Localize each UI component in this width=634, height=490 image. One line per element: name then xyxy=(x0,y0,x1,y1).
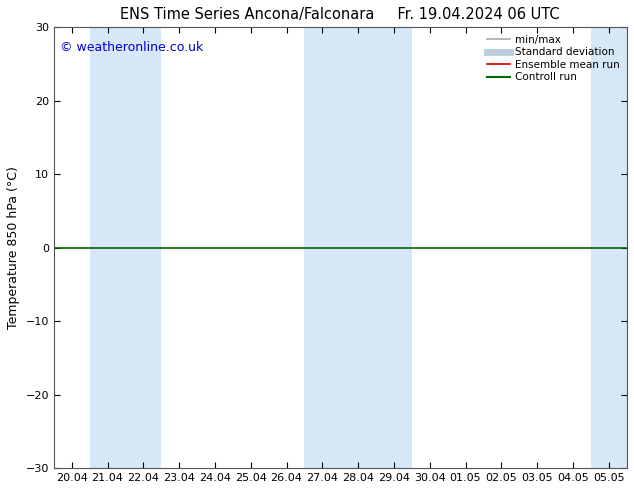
Bar xyxy=(89,27,126,468)
Bar xyxy=(126,27,161,468)
Title: ENS Time Series Ancona/Falconara     Fr. 19.04.2024 06 UTC: ENS Time Series Ancona/Falconara Fr. 19.… xyxy=(120,7,560,22)
Legend: min/max, Standard deviation, Ensemble mean run, Controll run: min/max, Standard deviation, Ensemble me… xyxy=(486,32,621,84)
Text: © weatheronline.co.uk: © weatheronline.co.uk xyxy=(60,41,203,53)
Bar xyxy=(591,27,626,468)
Bar xyxy=(340,27,376,468)
Bar xyxy=(376,27,412,468)
Y-axis label: Temperature 850 hPa (°C): Temperature 850 hPa (°C) xyxy=(7,166,20,329)
Bar xyxy=(304,27,340,468)
